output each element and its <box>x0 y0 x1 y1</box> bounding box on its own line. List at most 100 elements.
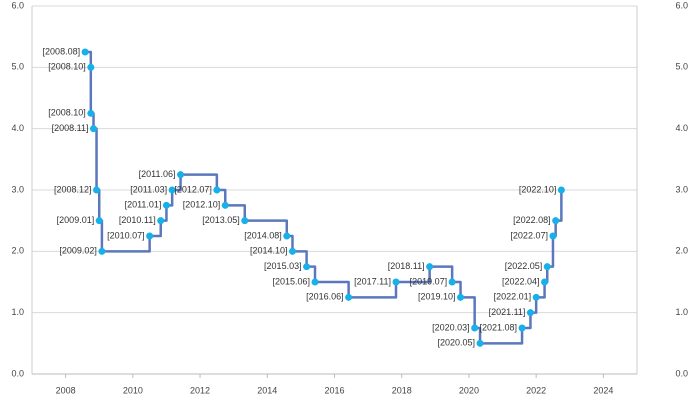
point-label: [2010.07] <box>107 230 145 240</box>
point <box>541 278 549 286</box>
x-tick-label: 2022 <box>526 385 546 395</box>
point <box>98 247 106 255</box>
step-segment <box>292 250 308 267</box>
point <box>543 263 551 271</box>
step-segment <box>99 219 104 252</box>
step-segment <box>315 280 350 298</box>
point-label: [2017.11] <box>354 276 391 286</box>
step-segment <box>348 282 398 299</box>
y-tick-label: 2.0 <box>11 246 24 256</box>
point <box>303 263 311 271</box>
point <box>177 171 185 179</box>
step-segment <box>244 219 289 236</box>
point <box>162 201 170 209</box>
point <box>448 278 456 286</box>
y2-tick-label: 6.0 <box>675 0 688 10</box>
x-tick-label: 2024 <box>593 385 613 395</box>
point-label: [2022.01] <box>494 292 532 302</box>
y-tick-label: 4.0 <box>11 123 24 133</box>
point-label: [2012.10] <box>183 200 221 210</box>
point <box>552 217 560 225</box>
y-tick-label: 0.0 <box>11 368 24 378</box>
step-segment <box>555 190 563 222</box>
point-label: [2008.11] <box>52 123 89 133</box>
point <box>95 217 103 225</box>
point <box>549 232 557 240</box>
point-label: [2008.10] <box>48 62 86 72</box>
point-label: [2019.07] <box>410 276 448 286</box>
x-tick-label: 2018 <box>392 385 412 395</box>
point <box>532 293 540 301</box>
point <box>87 109 95 117</box>
y2-tick-label: 5.0 <box>675 62 688 72</box>
step-segment <box>93 127 98 190</box>
y2-tick-label: 3.0 <box>675 184 688 194</box>
step-segment <box>101 236 151 253</box>
point <box>392 278 400 286</box>
point <box>90 125 98 133</box>
x-tick-label: 2010 <box>123 385 143 395</box>
point-label: [2008.10] <box>48 108 86 118</box>
point-label: [2008.08] <box>43 46 81 56</box>
point-label: [2020.03] <box>432 322 470 332</box>
x-tick-label: 2008 <box>56 385 76 395</box>
point-label: [2015.06] <box>272 276 310 286</box>
point <box>157 217 165 225</box>
step-segment <box>149 220 162 238</box>
y-tick-label: 6.0 <box>11 0 24 10</box>
point <box>471 324 479 332</box>
point <box>221 201 229 209</box>
point <box>311 278 319 286</box>
y-tick-label: 3.0 <box>11 184 24 194</box>
point-label: [2009.01] <box>57 215 95 225</box>
point <box>213 186 221 194</box>
point <box>93 186 101 194</box>
point <box>518 324 526 332</box>
x-tick-label: 2016 <box>324 385 344 395</box>
point-label: [2022.04] <box>502 276 540 286</box>
point <box>557 186 565 194</box>
y-tick-label: 1.0 <box>11 307 24 317</box>
point-label: [2019.10] <box>418 292 456 302</box>
point-label: [2011.03] <box>130 184 167 194</box>
point-label: [2008.12] <box>54 184 92 194</box>
step-segment <box>460 296 476 328</box>
point <box>457 293 465 301</box>
point-label: [2013.05] <box>202 215 240 225</box>
step-segment <box>480 328 524 345</box>
point <box>345 293 353 301</box>
point-label: [2021.11] <box>489 307 526 317</box>
point-label: [2016.06] <box>306 292 344 302</box>
point-label: [2020.05] <box>437 338 475 348</box>
y2-tick-label: 0.0 <box>675 368 688 378</box>
x-tick-label: 2012 <box>190 385 210 395</box>
point <box>426 263 434 271</box>
x-tick-label: 2014 <box>257 385 277 395</box>
point <box>476 339 484 347</box>
point-label: [2011.06] <box>139 169 176 179</box>
point-label: [2014.10] <box>250 246 288 256</box>
point <box>146 232 154 240</box>
point-label: [2011.01] <box>125 200 162 210</box>
point <box>168 186 176 194</box>
point-label: [2018.11] <box>388 261 425 271</box>
point <box>81 48 89 56</box>
step-segment <box>180 173 219 190</box>
step-segment <box>429 265 454 282</box>
step-segment <box>96 188 101 221</box>
point <box>526 309 534 317</box>
point-label: [2022.08] <box>513 215 551 225</box>
point-label: [2010.11] <box>119 215 156 225</box>
y2-tick-label: 4.0 <box>675 123 688 133</box>
point-label: [2009.02] <box>59 246 97 256</box>
point-label: [2012.07] <box>174 184 212 194</box>
point <box>283 232 291 240</box>
y-tick-label: 5.0 <box>11 62 24 72</box>
point-label: [2022.10] <box>519 184 557 194</box>
point-label: [2014.08] <box>244 230 282 240</box>
step-segment <box>225 204 247 221</box>
point <box>87 63 95 71</box>
y2-tick-label: 1.0 <box>675 307 688 317</box>
point-label: [2022.07] <box>510 230 548 240</box>
